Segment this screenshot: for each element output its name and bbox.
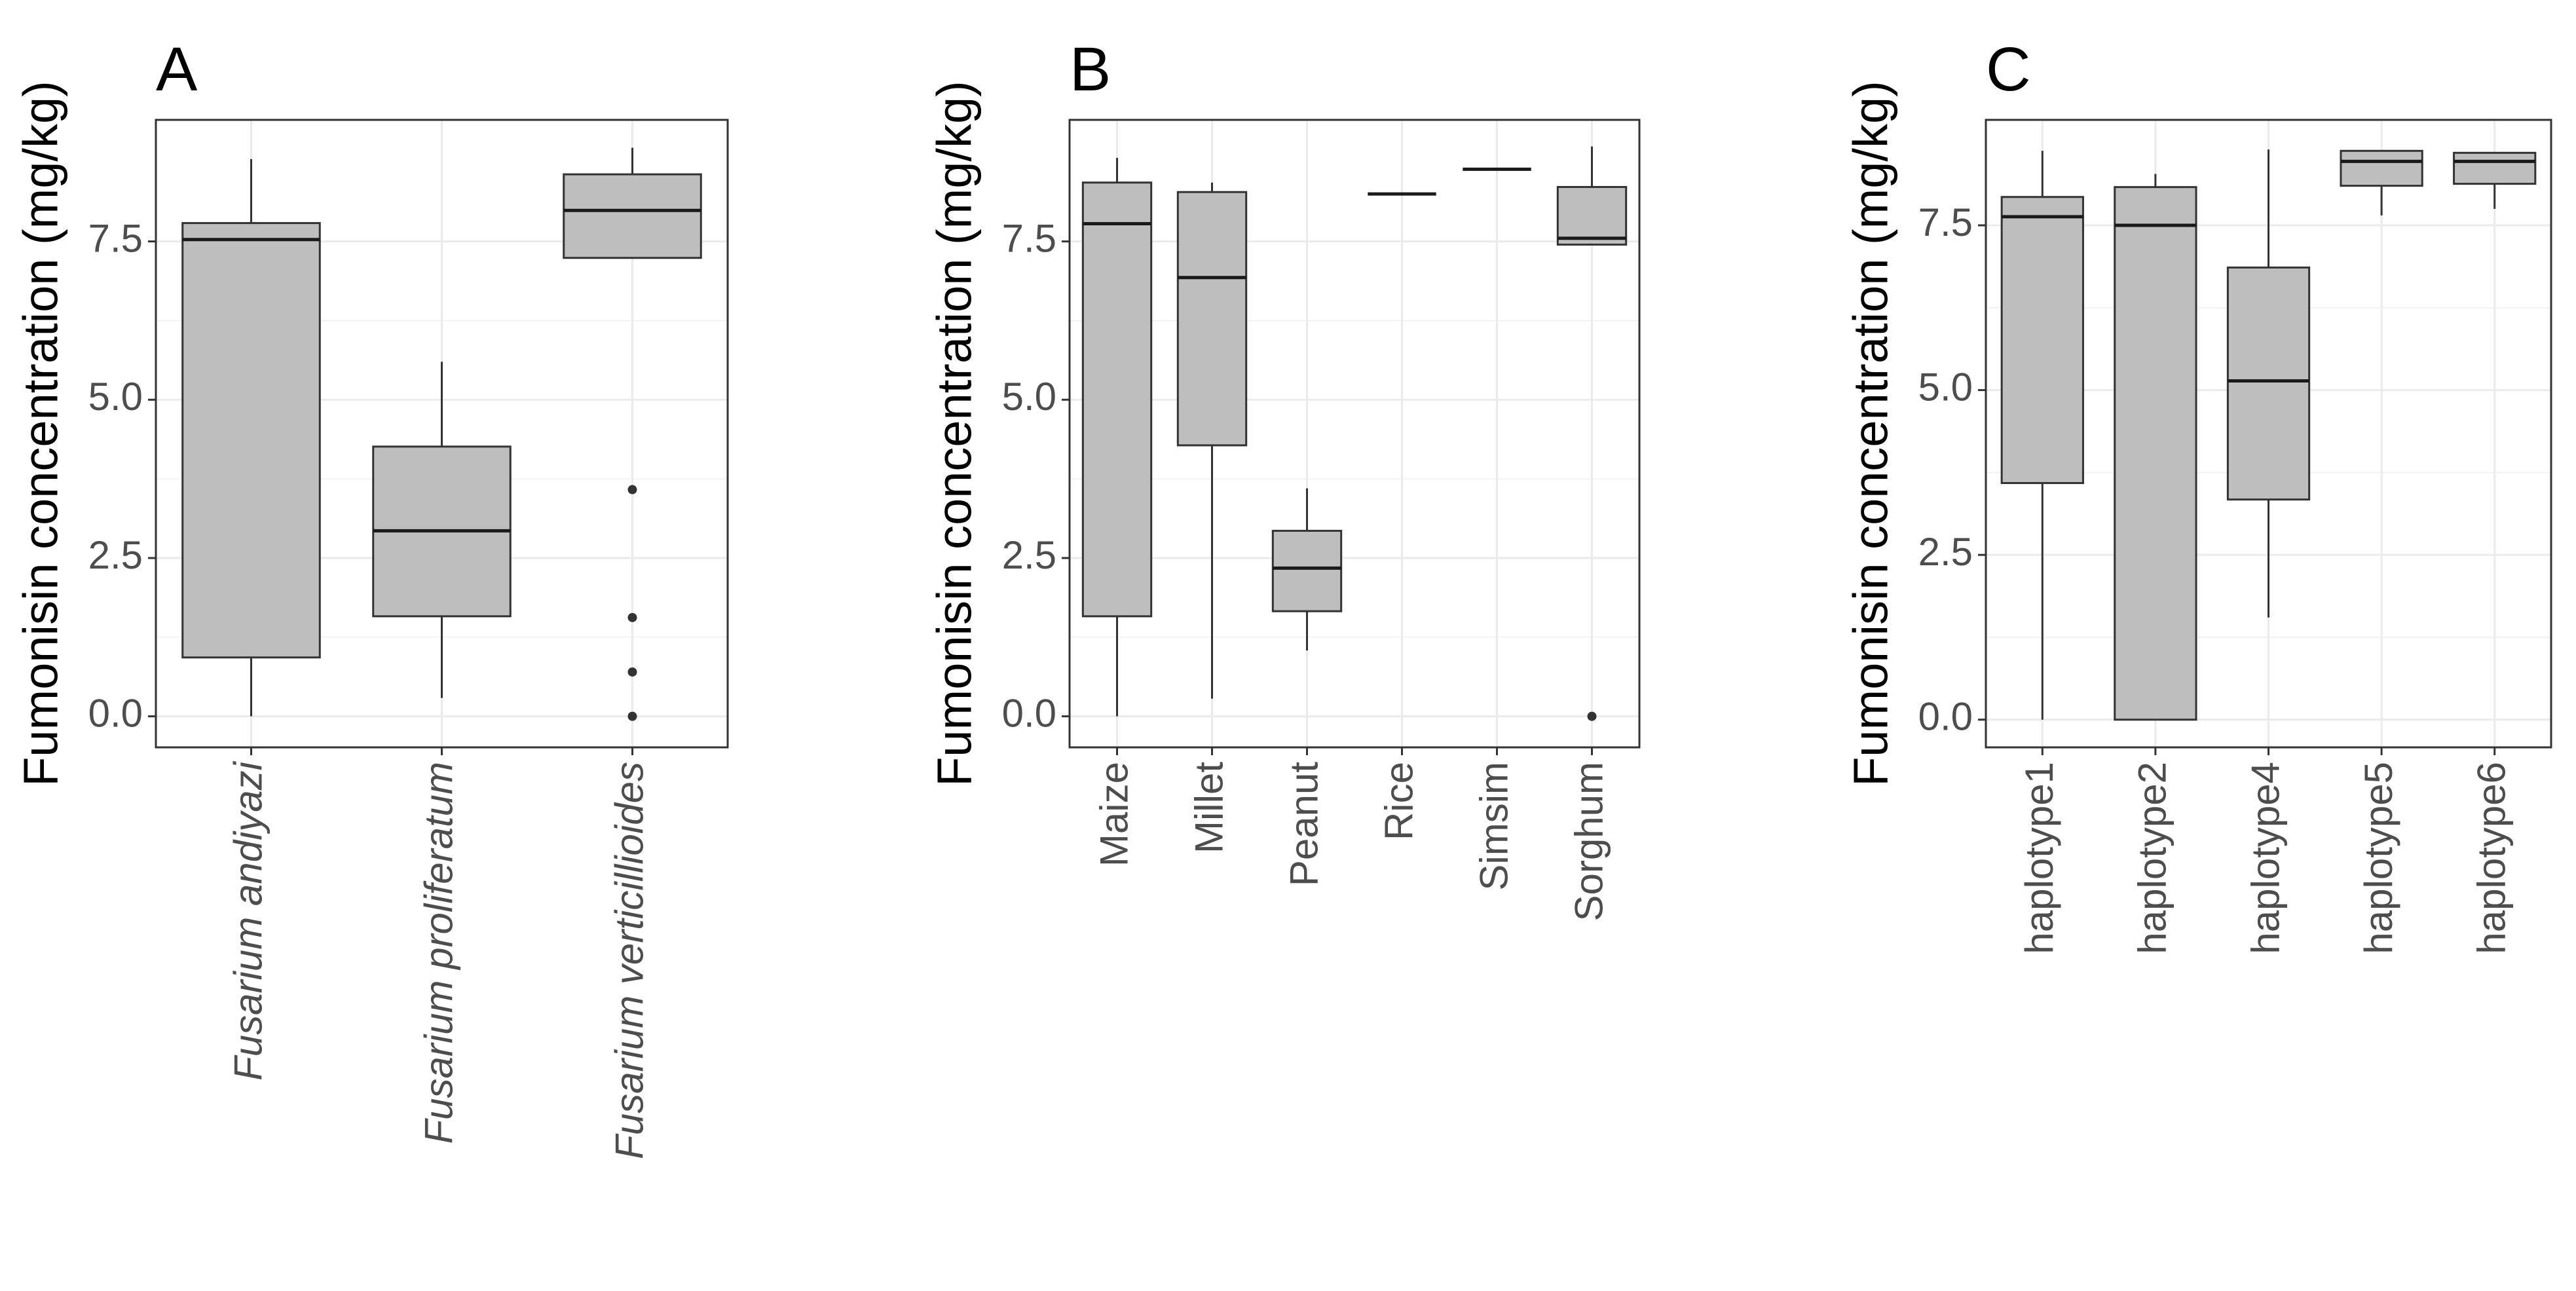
y-tick-label: 5.0: [88, 375, 143, 419]
x-tick-label: haplotype2: [2131, 762, 2175, 954]
outlier: [627, 485, 637, 495]
x-tick-label: Fusarium andiyazi: [226, 760, 270, 1081]
y-tick-label: 0.0: [88, 691, 143, 735]
x-tick-label: Simsim: [1472, 762, 1516, 891]
outlier: [627, 612, 637, 622]
x-tick-label: haplotype1: [2017, 762, 2061, 954]
x-tick-label: haplotype6: [2470, 762, 2514, 954]
panel-letter: B: [1070, 35, 1111, 104]
panel-border: [1985, 119, 2552, 749]
box: [2114, 186, 2197, 721]
x-tick-label: Millet: [1187, 762, 1231, 853]
panel-border: [1068, 119, 1641, 749]
box: [1176, 191, 1248, 447]
box: [1271, 529, 1343, 612]
x-tick-label: haplotype4: [2243, 762, 2287, 954]
y-axis-title: Fumonisin concentration (mg/kg): [14, 81, 68, 787]
box: [563, 173, 702, 259]
y-axis-title: Fumonisin concentration (mg/kg): [927, 81, 982, 787]
y-tick-label: 5.0: [1918, 365, 1973, 409]
box: [181, 222, 321, 659]
box: [2000, 196, 2084, 484]
panel-bg: [1070, 120, 1639, 747]
x-tick-label: Peanut: [1282, 762, 1326, 886]
box: [2226, 266, 2311, 501]
y-tick-label: 2.5: [1002, 533, 1056, 577]
y-tick-label: 7.5: [1002, 216, 1056, 260]
x-tick-label: Fusarium verticillioides: [607, 762, 651, 1159]
y-tick-label: 7.5: [1918, 200, 1973, 244]
box: [1556, 185, 1628, 246]
y-tick-label: 2.5: [1918, 530, 1973, 574]
outlier: [1587, 711, 1597, 721]
y-tick-label: 5.0: [1002, 375, 1056, 419]
x-tick-label: haplotype5: [2357, 762, 2400, 954]
box: [2340, 149, 2423, 187]
x-tick-label: Fusarium proliferatum: [417, 762, 460, 1144]
x-tick-label: Rice: [1377, 762, 1421, 840]
box: [2453, 151, 2537, 185]
x-tick-label: Sorghum: [1567, 762, 1611, 921]
y-tick-label: 0.0: [1002, 691, 1056, 735]
panel-border: [155, 119, 729, 749]
x-tick-label: Maize: [1092, 762, 1136, 867]
outlier: [627, 667, 637, 677]
y-tick-label: 7.5: [88, 216, 143, 260]
panel-letter: A: [156, 35, 198, 104]
y-axis-title: Fumonisin concentration (mg/kg): [1844, 81, 1898, 787]
y-tick-label: 2.5: [88, 533, 143, 577]
y-tick-label: 0.0: [1918, 695, 1973, 739]
box: [1081, 181, 1153, 618]
outlier: [627, 711, 637, 721]
panel-letter: C: [1986, 35, 2031, 104]
